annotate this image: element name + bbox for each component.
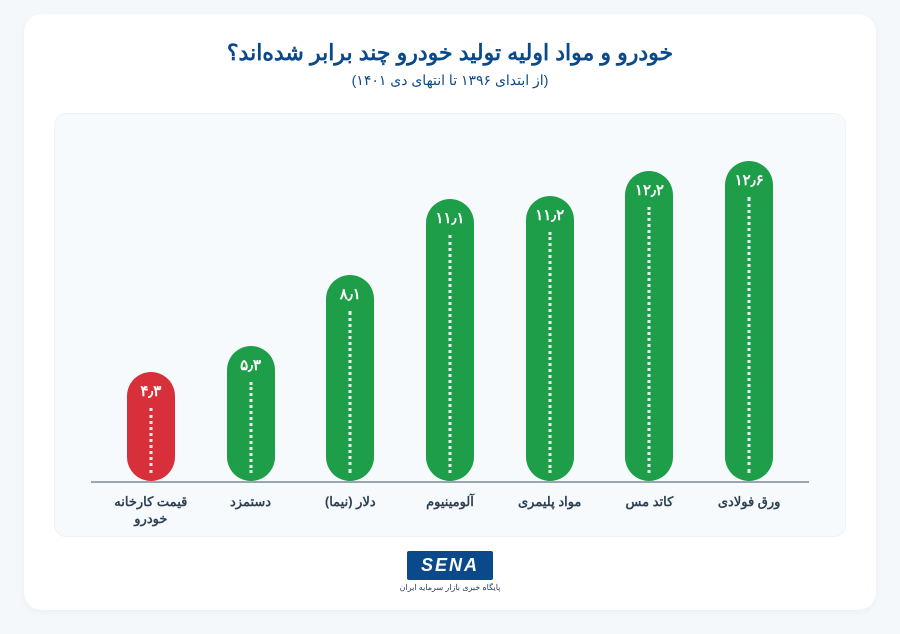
chart-area: ۱۲٫۶ ۱۲٫۲ ۱۱٫۲ ۱۱٫۱ ۸٫۱ ۵٫۳ ۴٫۳ ورق فولادیکاتد…	[54, 113, 846, 537]
bar-col: ۱۲٫۲	[600, 138, 700, 481]
chart-title: خودرو و مواد اولیه تولید خودرو چند برابر…	[54, 40, 846, 66]
bar-label: دلار (نیما)	[300, 493, 400, 528]
bar-value: ۱۱٫۲	[535, 206, 564, 224]
bar-col: ۱۱٫۲	[500, 138, 600, 481]
bar-col: ۵٫۳	[201, 138, 301, 481]
chart-subtitle: (از ابتدای ۱۳۹۶ تا انتهای دی ۱۴۰۱)	[54, 72, 846, 89]
bar: ۴٫۳	[127, 372, 175, 481]
bar-label: قیمت کارخانهخودرو	[101, 493, 201, 528]
bar-col: ۱۲٫۶	[699, 138, 799, 481]
bar-value: ۴٫۳	[140, 382, 161, 400]
bar-label: دستمزد	[201, 493, 301, 528]
bar-col: ۸٫۱	[300, 138, 400, 481]
bar: ۵٫۳	[227, 346, 275, 481]
bar-label: آلومینیوم	[400, 493, 500, 528]
bar-label: مواد پلیمری	[500, 493, 600, 528]
bar-value: ۵٫۳	[240, 356, 261, 374]
bar-label: کاتد مس	[600, 493, 700, 528]
bar: ۱۱٫۲	[526, 196, 574, 480]
labels-container: ورق فولادیکاتد مسمواد پلیمریآلومینیومدلا…	[91, 483, 809, 528]
bar-col: ۱۱٫۱	[400, 138, 500, 481]
footer: SENA پایگاه خبری بازار سرمایه ایران	[54, 551, 846, 592]
bar-col: ۴٫۳	[101, 138, 201, 481]
bars-container: ۱۲٫۶ ۱۲٫۲ ۱۱٫۲ ۱۱٫۱ ۸٫۱ ۵٫۳ ۴٫۳	[91, 138, 809, 483]
bar-value: ۱۲٫۶	[735, 171, 764, 189]
bar: ۱۲٫۲	[625, 171, 673, 481]
sena-subtext: پایگاه خبری بازار سرمایه ایران	[400, 583, 501, 592]
bar-value: ۱۲٫۲	[635, 181, 664, 199]
bar-value: ۸٫۱	[340, 285, 361, 303]
bar: ۱۱٫۱	[426, 199, 474, 481]
bar-value: ۱۱٫۱	[435, 209, 464, 227]
infographic-card: خودرو و مواد اولیه تولید خودرو چند برابر…	[24, 14, 876, 610]
bar: ۸٫۱	[326, 275, 374, 481]
bar-label: ورق فولادی	[699, 493, 799, 528]
bar: ۱۲٫۶	[725, 161, 773, 481]
sena-logo: SENA	[407, 551, 493, 580]
